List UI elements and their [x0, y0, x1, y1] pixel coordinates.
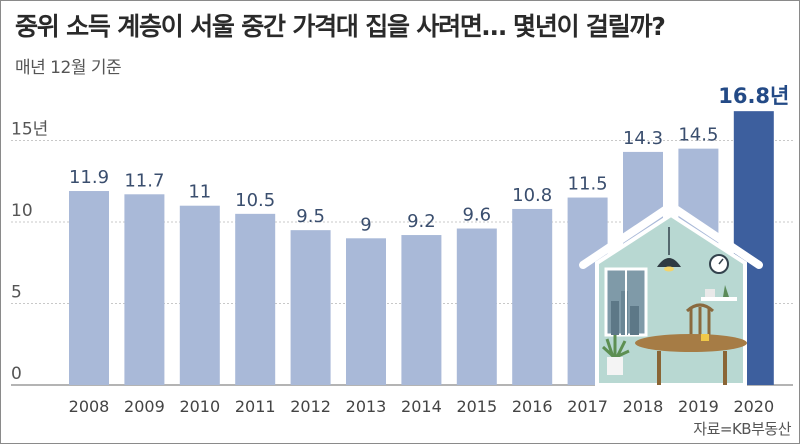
data-label: 9.6 [462, 205, 491, 226]
bar [346, 238, 386, 385]
source-note: 자료=KB부동산 [693, 420, 791, 438]
x-tick-label: 2015 [456, 397, 497, 416]
data-label: 11.9 [69, 167, 109, 188]
data-label: 10.5 [235, 190, 275, 211]
house-roof [579, 202, 763, 269]
data-label: 9.5 [296, 206, 325, 227]
pendant-lamp-icon [657, 258, 681, 267]
x-tick-label: 2011 [235, 397, 276, 416]
data-label: 11.5 [568, 174, 608, 195]
lamp-bulb [664, 266, 674, 272]
x-tick-label: 2008 [69, 397, 110, 416]
y-tick-label: 5 [11, 283, 22, 303]
bar [456, 228, 497, 385]
bar [179, 205, 220, 385]
x-tick-label: 2012 [290, 397, 331, 416]
x-tick-label: 2017 [567, 397, 608, 416]
table-leg [723, 351, 727, 385]
cup-icon [701, 334, 709, 341]
data-label: 10.8 [512, 185, 552, 206]
data-label: 11 [188, 182, 211, 203]
shelf-item [705, 289, 715, 297]
bar [290, 230, 331, 385]
x-tick-label: 2010 [179, 397, 220, 416]
chart-subtitle: 매년 12월 기준 [15, 58, 122, 78]
building-icon [621, 291, 628, 335]
data-label: 9.2 [407, 211, 436, 232]
clock-hand [718, 258, 724, 265]
bar [69, 191, 109, 385]
data-label: 11.7 [124, 170, 164, 191]
building-icon [611, 301, 619, 335]
chair-icon [685, 303, 715, 335]
x-tick-label: 2020 [733, 397, 774, 416]
x-tick-label: 2009 [124, 397, 165, 416]
bar [235, 213, 276, 385]
x-tick-label: 2018 [623, 397, 664, 416]
wall-shelf [701, 297, 737, 301]
data-label: 16.8년 [718, 84, 789, 108]
y-tick-label: 10 [11, 201, 33, 221]
x-tick-label: 2016 [512, 397, 553, 416]
table-top [635, 334, 747, 352]
data-label: 9 [360, 214, 371, 235]
bar [512, 208, 553, 385]
shelf-plant-icon [723, 285, 729, 297]
bar-layer [69, 111, 774, 385]
x-tick-label: 2013 [346, 397, 387, 416]
table-leg [657, 351, 661, 385]
x-tick-label: 2014 [401, 397, 442, 416]
building-icon [630, 306, 639, 335]
house-illustration-icon [579, 202, 763, 387]
data-label: 14.3 [623, 128, 663, 149]
bar [401, 235, 442, 385]
data-label: 14.5 [678, 125, 718, 146]
y-tick-label: 15년 [11, 120, 48, 140]
bar [124, 194, 165, 385]
chart-title: 중위 소득 계층이 서울 중간 가격대 집을 사려면… 몇년이 걸릴까? [15, 12, 666, 41]
potted-plant-icon [601, 335, 630, 375]
label-layer: 0 5 10 15년 11.9 2008 11.7 2009 11 2010 10.5 2011 9.5… [11, 84, 789, 416]
y-tick-label: 0 [11, 364, 22, 384]
x-tick-label: 2019 [678, 397, 719, 416]
